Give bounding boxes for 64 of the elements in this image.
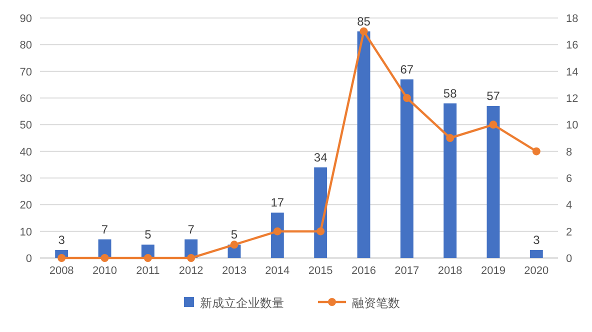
data-label: 17 <box>270 196 284 210</box>
y2-tick-label: 8 <box>566 146 572 158</box>
bar <box>314 167 328 258</box>
point <box>360 27 368 36</box>
data-label: 3 <box>58 233 66 247</box>
y2-tick-label: 0 <box>566 253 572 265</box>
x-tick-label: 2014 <box>265 265 290 277</box>
x-tick-label: 2012 <box>178 265 204 277</box>
x-tick-label: 2015 <box>308 265 333 277</box>
data-label: 5 <box>144 228 152 242</box>
data-label: 67 <box>400 62 414 76</box>
y2-tick-label: 2 <box>566 226 572 238</box>
bar <box>486 106 500 258</box>
point <box>532 147 540 156</box>
bar <box>444 103 457 258</box>
point <box>144 254 152 262</box>
y2-tick-label: 10 <box>566 120 578 132</box>
x-tick-label: 2020 <box>524 265 549 277</box>
data-label: 7 <box>188 222 195 236</box>
point <box>100 254 109 262</box>
legend-label: 新成立企业数量 <box>200 296 284 310</box>
y-tick-label: 70 <box>20 66 32 78</box>
point <box>316 227 325 236</box>
y-tick-label: 20 <box>20 200 32 212</box>
data-label: 85 <box>357 14 371 28</box>
y2-tick-label: 12 <box>566 93 578 105</box>
data-label: 5 <box>230 228 238 242</box>
point <box>402 94 411 102</box>
x-tick-label: 2017 <box>394 265 420 277</box>
point <box>489 120 498 129</box>
bar <box>357 31 370 258</box>
x-tick-label: 2013 <box>222 265 246 277</box>
bar <box>530 250 543 258</box>
data-label: 58 <box>443 86 458 100</box>
y2-tick-label: 18 <box>566 13 578 25</box>
data-label: 57 <box>486 89 500 103</box>
legend-label: 融资笔数 <box>352 296 400 310</box>
y2-tick-label: 4 <box>566 200 572 212</box>
x-tick-label: 2010 <box>92 265 117 277</box>
y-tick-label: 40 <box>20 146 32 158</box>
point <box>58 254 66 262</box>
y2-tick-label: 16 <box>566 40 578 52</box>
bar <box>400 79 414 258</box>
y-tick-label: 30 <box>20 173 32 185</box>
data-label: 3 <box>533 233 540 247</box>
y-tick-label: 50 <box>20 120 32 132</box>
x-tick-label: 2016 <box>352 265 376 277</box>
y-tick-label: 80 <box>20 40 32 52</box>
data-label: 7 <box>101 222 108 236</box>
y-tick-label: 90 <box>20 13 32 25</box>
point <box>187 254 196 262</box>
y2-tick-label: 6 <box>566 173 572 185</box>
y-tick-label: 10 <box>20 226 32 238</box>
x-tick-label: 2019 <box>481 265 506 277</box>
y-tick-label: 0 <box>26 253 32 265</box>
x-tick-label: 2008 <box>49 265 74 277</box>
y2-tick-label: 14 <box>566 66 578 78</box>
x-tick-label: 2011 <box>136 265 160 277</box>
data-label: 34 <box>314 150 328 164</box>
y-tick-label: 60 <box>20 93 32 105</box>
x-tick-label: 2018 <box>438 265 462 277</box>
point <box>273 227 282 236</box>
point <box>230 240 238 249</box>
point <box>446 134 454 142</box>
